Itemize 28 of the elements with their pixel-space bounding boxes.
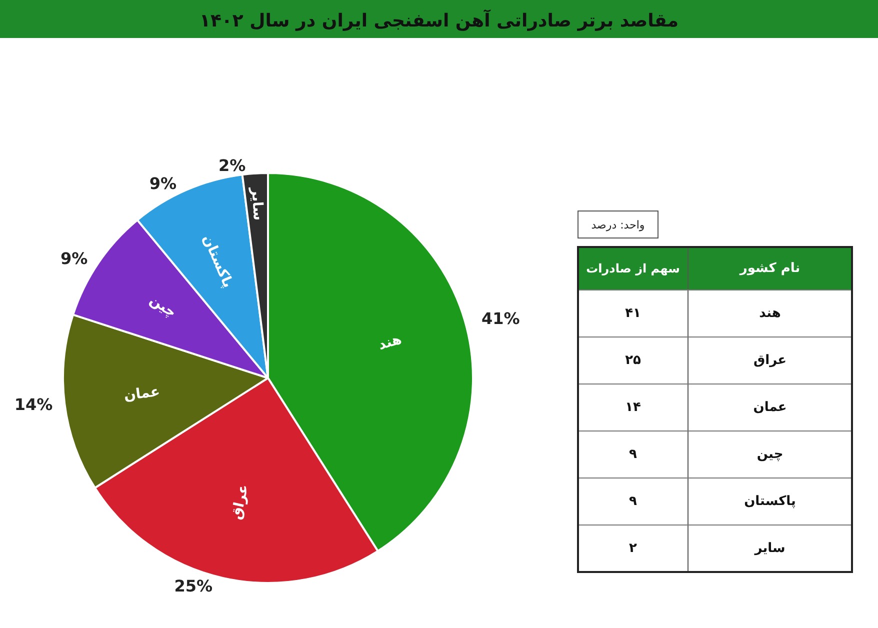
chart-title: مقاصد برتر صادراتی آهن اسفنجی ایران در سال ۱۴۰۲ [199,8,679,32]
text: نام کشور [738,261,800,276]
text: ۲۵ [625,353,641,368]
slice-label: عراق [228,482,252,522]
slice-label: سایر [248,186,266,222]
text: سهم از صادرات [586,262,680,276]
data-label: 9% [60,248,88,268]
text: واحد: درصد [591,218,645,232]
slice-label: چین [146,292,180,322]
slice-label: پاکستان [199,232,236,290]
text: ۴۱ [625,306,641,321]
text: ۲ [629,541,638,556]
text: ۹ [629,447,638,462]
data-label: 14% [14,395,53,414]
data-label: 9% [149,174,177,193]
text: هند [759,306,781,321]
text: عمان [753,400,787,415]
data-label: 41% [482,309,520,328]
data-label: 25% [174,576,213,596]
text: ۱۴ [625,400,641,415]
slice-label: هند [376,332,404,354]
text: ۹ [629,494,638,509]
text: پاکستان [744,494,796,509]
text: سایر [754,541,786,556]
data-label: 2% [218,156,246,175]
slice-label: عمان [122,384,161,404]
text: چین [756,447,784,462]
text: عراق [753,353,787,368]
